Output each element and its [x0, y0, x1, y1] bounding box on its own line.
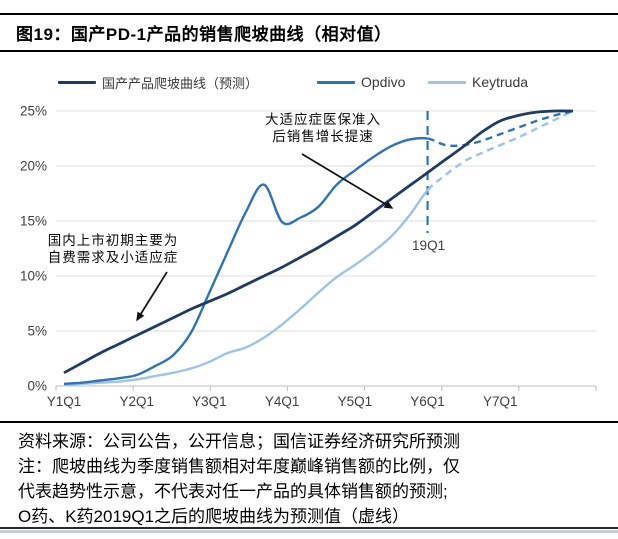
x-tick-label: Y2Q1	[119, 394, 154, 409]
figure-footnotes: 资料来源：公司公告，公开信息；国信证券经济研究所预测 注：爬坡曲线为季度销售额相…	[18, 429, 610, 529]
x-tick-label: Y6Q1	[410, 394, 445, 409]
note-line-3: O药、K药2019Q1之后的爬坡曲线为预测值（虚线）	[18, 507, 410, 526]
legend-label-opdivo: Opdivo	[361, 74, 406, 90]
chart-legend: 国产产品爬坡曲线（预测） Opdivo Keytruda	[0, 73, 618, 91]
y-tick-label: 20%	[20, 159, 47, 174]
annotation-text-line: 国内上市初期主要为	[47, 233, 179, 248]
series-line-opdivo-forecast	[427, 109, 574, 147]
legend-label-domestic: 国产产品爬坡曲线（预测）	[102, 75, 259, 91]
y-tick-label: 15%	[20, 214, 47, 229]
annotation-text-line: 大适应症医保准入	[265, 112, 381, 127]
note-line-2: 代表趋势性示意，不代表对任一产品的具体销售额的预测;	[18, 482, 448, 501]
figure-title: 图19：国产PD-1产品的销售爬坡曲线（相对值）	[16, 25, 392, 44]
annotation-insurance-access: 大适应症医保准入 后销售增长提速	[238, 112, 408, 145]
bottom-rule	[0, 527, 618, 529]
legend-line-swatch-opdivo	[317, 80, 355, 84]
annotation-early-launch: 国内上市初期主要为 自费需求及小适应症	[34, 233, 192, 266]
y-tick-label: 25%	[20, 104, 47, 119]
annotation-text-line: 自费需求及小适应症	[47, 249, 179, 265]
legend-item-domestic: 国产产品爬坡曲线（预测）	[58, 73, 258, 91]
marker-line-label: 19Q1	[412, 238, 445, 253]
legend-line-swatch-keytruda	[428, 80, 466, 84]
series-line-keytruda-forecast	[426, 109, 574, 191]
source-line: 资料来源：公司公告，公开信息；国信证券经济研究所预测	[18, 432, 460, 451]
x-tick-label: Y4Q1	[265, 394, 300, 409]
annotation-arrow-early-launch	[136, 271, 168, 322]
series-line-keytruda-actual	[63, 189, 429, 387]
y-tick-label: 0%	[27, 379, 47, 394]
x-tick-label: Y1Q1	[47, 394, 82, 409]
y-tick-label: 10%	[20, 269, 47, 284]
y-tick-label: 5%	[27, 324, 47, 339]
title-rule	[0, 50, 618, 52]
x-tick-label: Y7Q1	[483, 394, 518, 409]
top-rule	[0, 13, 618, 15]
x-tick-label: Y5Q1	[338, 394, 373, 409]
note-line-1: 注：爬坡曲线为季度销售额相对年度巅峰销售额的比例，仅	[18, 457, 460, 476]
legend-item-opdivo: Opdivo	[317, 73, 405, 91]
axis-rule	[0, 421, 618, 423]
annotation-text-line: 后销售增长提速	[272, 128, 374, 144]
legend-line-swatch-domestic	[58, 80, 96, 84]
legend-item-keytruda: Keytruda	[428, 73, 528, 91]
legend-label-keytruda: Keytruda	[472, 74, 529, 90]
series-line-domestic-forecast	[63, 109, 574, 375]
series-line-opdivo-actual	[63, 136, 428, 385]
bottom-rule-shadow	[0, 530, 618, 533]
x-tick-label: Y3Q1	[192, 394, 227, 409]
annotation-arrow-insurance-access	[301, 153, 394, 209]
